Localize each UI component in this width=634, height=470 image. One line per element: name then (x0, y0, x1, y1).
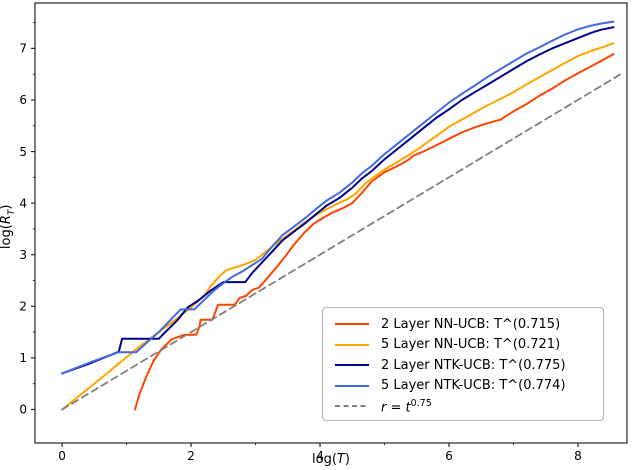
legend-line-sample-reference-icon (335, 396, 369, 416)
legend-line-sample-nn5-icon (335, 335, 369, 355)
legend-item: 2 Layer NTK-UCB: T^(0.775) (335, 355, 593, 376)
series-line-0 (134, 53, 615, 411)
legend-label: 2 Layer NTK-UCB: T^(0.775) (381, 357, 566, 373)
y-axis-label: log(RT) (0, 204, 17, 250)
legend-line-sample-nn2-icon (335, 314, 369, 334)
axes-spines (34, 2, 628, 444)
x-axis-label: log(T) (312, 452, 350, 467)
y-tick-label: 4 (19, 196, 27, 210)
legend-line-sample-ntk5-icon (335, 376, 369, 396)
y-tick-label: 2 (19, 300, 27, 314)
series-line-2 (61, 26, 615, 375)
y-tick-label: 1 (19, 351, 27, 365)
y-tick-label: 0 (19, 403, 27, 417)
legend-item: 2 Layer NN-UCB: T^(0.715) (335, 314, 593, 335)
legend-label: r = t0.75 (381, 397, 432, 415)
y-tick-label: 7 (19, 42, 27, 56)
x-tick-label: 2 (187, 449, 195, 463)
series-line-3 (61, 20, 615, 375)
y-tick-label: 6 (19, 93, 27, 107)
y-tick-label: 5 (19, 145, 27, 159)
legend-line-sample-ntk2-icon (335, 355, 369, 375)
y-tick-label: 3 (19, 248, 27, 262)
x-tick-label: 6 (445, 449, 453, 463)
legend: 2 Layer NN-UCB: T^(0.715) 5 Layer NN-UCB… (322, 307, 604, 421)
x-tick-label: 0 (58, 449, 66, 463)
legend-item: 5 Layer NN-UCB: T^(0.721) (335, 335, 593, 356)
legend-label: 2 Layer NN-UCB: T^(0.715) (381, 316, 561, 332)
legend-item: 5 Layer NTK-UCB: T^(0.774) (335, 376, 593, 397)
legend-label: 5 Layer NTK-UCB: T^(0.774) (381, 378, 566, 394)
legend-label: 5 Layer NN-UCB: T^(0.721) (381, 337, 561, 353)
legend-item: r = t0.75 (335, 396, 593, 417)
series-line-4 (61, 73, 621, 411)
x-tick-label: 8 (574, 449, 582, 463)
x-tick-label: 4 (316, 449, 324, 463)
